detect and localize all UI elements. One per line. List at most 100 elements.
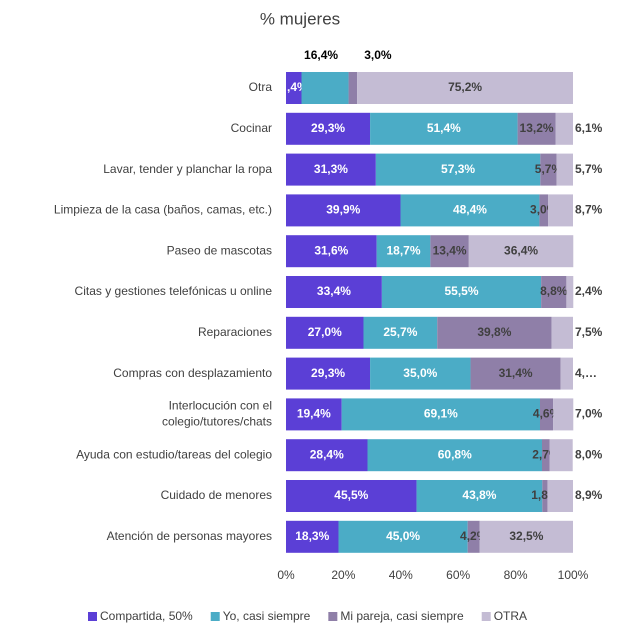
data-label: 2,4%: [575, 284, 603, 298]
category-label: Otra: [249, 80, 273, 94]
bar-segment: [437, 316, 552, 349]
data-label: 33,4%: [317, 284, 351, 298]
bar-segment: [540, 153, 557, 186]
data-label: 55,5%: [444, 284, 478, 298]
category-label: Cuidado de menores: [161, 488, 272, 502]
bar-segment: [479, 520, 573, 553]
data-label: 7,0%: [575, 407, 603, 421]
bar-segment: [539, 398, 554, 431]
category-label: Ayuda con estudio/tareas del colegio: [76, 447, 272, 461]
x-tick-label: 0%: [277, 568, 295, 582]
category-label: Lavar, tender y planchar la ropa: [103, 162, 272, 176]
data-label: 3,0%: [364, 48, 392, 62]
bar-segment: [286, 520, 339, 553]
bar-segment: [542, 480, 548, 512]
data-label: 31,4%: [499, 366, 533, 380]
bar-segment: [549, 439, 573, 472]
data-label: 8,0%: [575, 447, 603, 461]
data-label: 45,5%: [334, 488, 368, 502]
data-label: 32,5%: [509, 529, 543, 543]
x-tick-label: 60%: [446, 568, 470, 582]
bar-segment: [548, 194, 573, 227]
data-label: 19,4%: [297, 407, 331, 421]
bar-segment: [357, 72, 573, 104]
data-label: 25,7%: [383, 325, 417, 339]
legend-label: Yo, casi siempre: [223, 609, 311, 623]
bar-segment: [286, 194, 401, 227]
bar-segment: [468, 235, 574, 268]
category-label: Interlocución con el colegio/tutores/chat…: [162, 399, 272, 429]
category-label: Citas y gestiones telefónicas u online: [75, 284, 273, 298]
category-label: Atención de personas mayores: [107, 529, 272, 543]
data-label: 5,7%: [535, 162, 563, 176]
data-label: 5,7%: [575, 162, 603, 176]
bar-segment: [338, 520, 468, 553]
data-label: 31,6%: [314, 243, 348, 257]
data-label: 39,9%: [326, 203, 360, 217]
x-tick-label: 80%: [504, 568, 528, 582]
data-label: 18,7%: [387, 243, 421, 257]
data-label: 7,5%: [575, 325, 603, 339]
bar-segment: [286, 398, 342, 431]
data-label: 29,3%: [311, 366, 345, 380]
legend-swatch: [481, 612, 491, 621]
bar-segment: [286, 112, 371, 145]
bar-segment: [517, 112, 556, 145]
bar-segment: [286, 316, 364, 349]
x-tick-label: 20%: [331, 568, 355, 582]
bar-segment: [566, 276, 574, 308]
data-label: 6,1%: [575, 121, 603, 135]
bar-segment: [286, 357, 371, 390]
bar-segment: [551, 316, 573, 349]
bar-segment: [470, 357, 561, 390]
bar-segment: [467, 520, 480, 553]
bar-segment: [376, 235, 431, 268]
data-label: 36,4%: [504, 243, 538, 257]
bar-segment: [341, 398, 540, 431]
legend-swatch: [88, 612, 97, 621]
data-label: 45,0%: [386, 529, 420, 543]
bar-segment: [367, 439, 543, 472]
data-label: 16,4%: [304, 48, 338, 62]
bar-segment: [286, 480, 417, 512]
category-label: Limpieza de la casa (baños, camas, etc.): [54, 203, 272, 217]
data-label: 60,8%: [438, 447, 472, 461]
bar-segment: [556, 153, 573, 186]
bar-segment: [286, 276, 382, 308]
bar-segment: [553, 398, 574, 431]
data-label: 8,9%: [575, 488, 603, 502]
category-label: Cocinar: [231, 121, 272, 135]
legend-label: OTRA: [494, 609, 527, 623]
data-label: 35,0%: [403, 366, 437, 380]
data-label: 13,4%: [433, 243, 467, 257]
data-label: 57,3%: [441, 162, 475, 176]
category-label: Compras con desplazamiento: [113, 366, 272, 380]
category-label: Reparaciones: [198, 325, 272, 339]
bar-segment: [286, 72, 302, 104]
bar-segment: [542, 439, 550, 472]
bar-segment: [286, 153, 376, 186]
legend-label: Mi pareja, casi siempre: [340, 609, 464, 623]
bar-segment: [430, 235, 469, 268]
x-tick-label: 100%: [558, 568, 589, 582]
bar-segment: [560, 357, 573, 390]
data-label: 27,0%: [308, 325, 342, 339]
bar-segment: [363, 316, 438, 349]
legend-swatch: [328, 612, 338, 621]
bar-segment: [400, 194, 540, 227]
data-label: 31,3%: [314, 162, 348, 176]
category-label: Paseo de mascotas: [167, 243, 272, 257]
data-label: 43,8%: [462, 488, 496, 502]
data-label: 18,3%: [295, 529, 329, 543]
bar-segment: [555, 112, 573, 145]
legend-label: Compartida, 50%: [100, 609, 193, 623]
bar-segment: [381, 276, 542, 308]
bar-segment: [416, 480, 543, 512]
bar-segment: [348, 72, 358, 104]
bar-segment: [370, 357, 471, 390]
bar-segment: [370, 112, 518, 145]
data-label: 51,4%: [427, 121, 461, 135]
bar-segment: [539, 194, 549, 227]
bar-segment: [375, 153, 541, 186]
